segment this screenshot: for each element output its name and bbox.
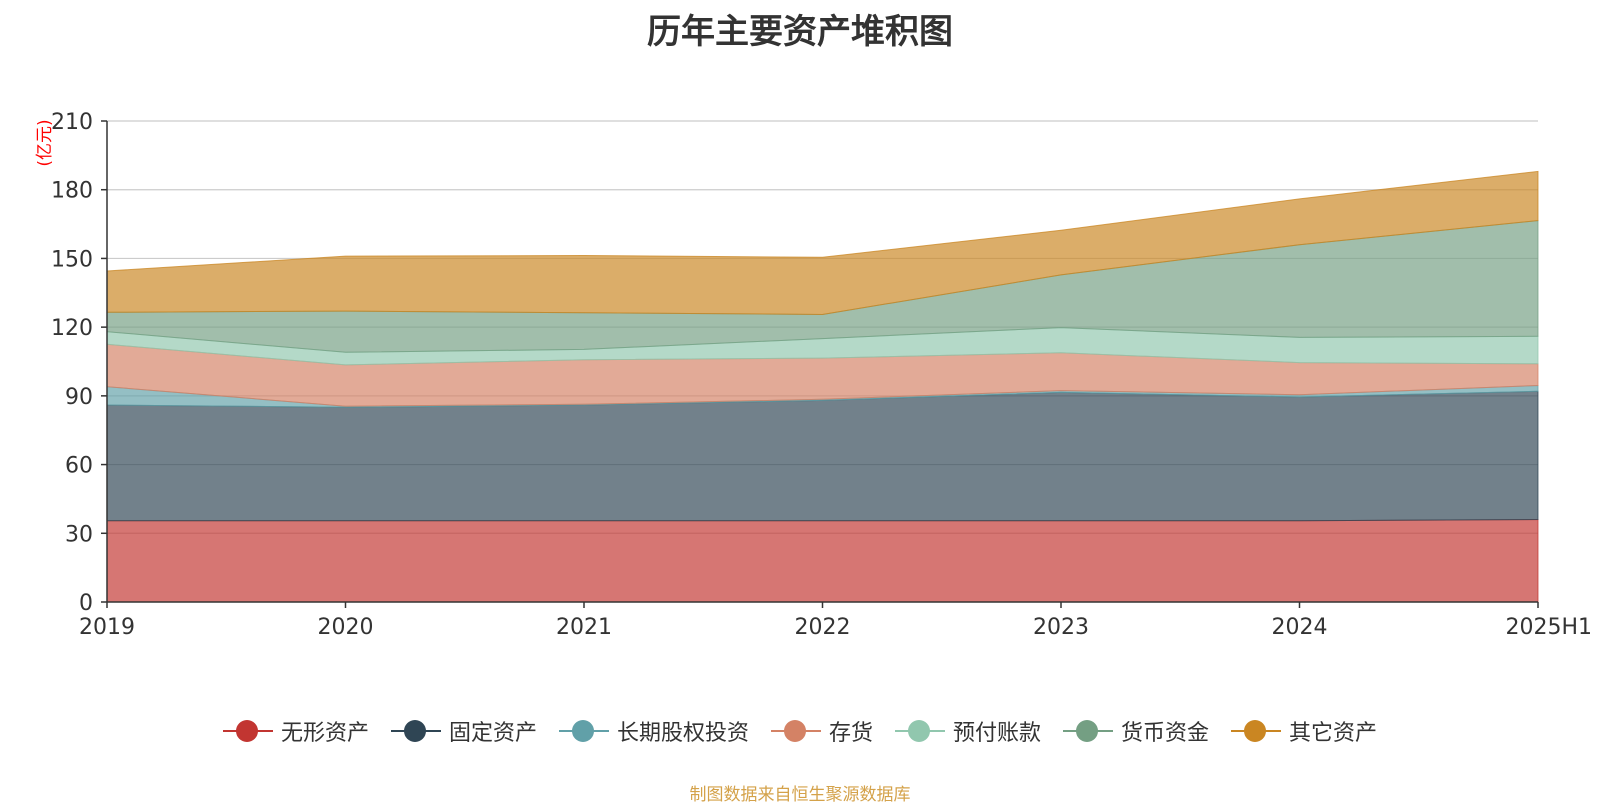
x-tick-label: 2024 bbox=[1272, 615, 1328, 640]
y-tick-label: 60 bbox=[65, 454, 93, 479]
legend-item[interactable]: 长期股权投资 bbox=[558, 715, 749, 747]
legend-label: 货币资金 bbox=[1121, 721, 1210, 746]
legend-marker-icon bbox=[895, 719, 945, 743]
y-tick-label: 90 bbox=[65, 385, 93, 410]
axes: 0 30 60 90 120 150 180 210 2019 2020 2021 2022 2023 2… bbox=[51, 110, 1592, 640]
legend-label: 存货 bbox=[828, 721, 873, 746]
x-tick-label: 2020 bbox=[318, 615, 374, 640]
x-tick-label: 2025H1 bbox=[1505, 615, 1592, 640]
legend-marker-icon bbox=[222, 719, 273, 743]
legend-item[interactable]: 无形资产 bbox=[222, 715, 369, 747]
legend-label: 其它资产 bbox=[1289, 721, 1378, 746]
x-tick-label: 2023 bbox=[1033, 615, 1089, 640]
y-tick-label: 180 bbox=[51, 179, 93, 204]
legend-marker-icon bbox=[1063, 719, 1114, 743]
legend-item[interactable]: 货币资金 bbox=[1063, 715, 1209, 747]
source-note: 制图数据来自恒生聚源数据库 bbox=[689, 785, 911, 805]
legend-label: 预付账款 bbox=[953, 721, 1042, 746]
legend-item[interactable]: 存货 bbox=[770, 715, 873, 747]
legend-marker-icon bbox=[1231, 719, 1282, 743]
area-series-2 bbox=[106, 390, 1539, 522]
legend-item[interactable]: 预付账款 bbox=[895, 715, 1041, 747]
area-series-layer bbox=[106, 170, 1539, 603]
legend-label: 固定资产 bbox=[448, 721, 537, 746]
stacked-area-chart: 0 30 60 90 120 150 180 210 2019 2020 2021 2022 2023 2… bbox=[35, 110, 1592, 640]
legend-marker-icon bbox=[390, 719, 441, 743]
y-tick-label: 150 bbox=[51, 247, 93, 272]
x-tick-label: 2022 bbox=[795, 615, 851, 640]
area-series-1 bbox=[106, 518, 1539, 603]
x-tick-label: 2021 bbox=[556, 615, 612, 640]
legend-label: 无形资产 bbox=[280, 721, 369, 746]
legend-item[interactable]: 固定资产 bbox=[390, 715, 537, 747]
y-tick-label: 30 bbox=[65, 522, 93, 547]
chart-title: 历年主要资产堆积图 bbox=[647, 12, 953, 52]
legend: 无形资产 固定资产 长期股权投资 存货 预付账款 货币资金 其它资产 bbox=[0, 715, 1600, 747]
area-series-7 bbox=[106, 170, 1539, 316]
y-tick-label: 0 bbox=[79, 591, 93, 616]
legend-item[interactable]: 其它资产 bbox=[1231, 715, 1377, 747]
y-axis-unit-label: (亿元) bbox=[35, 119, 55, 166]
legend-marker-icon bbox=[558, 719, 609, 743]
legend-marker-icon bbox=[770, 719, 821, 743]
y-tick-label: 120 bbox=[51, 316, 93, 341]
x-tick-label: 2019 bbox=[79, 615, 135, 640]
legend-label: 长期股权投资 bbox=[616, 721, 749, 746]
y-tick-label: 210 bbox=[51, 110, 93, 135]
